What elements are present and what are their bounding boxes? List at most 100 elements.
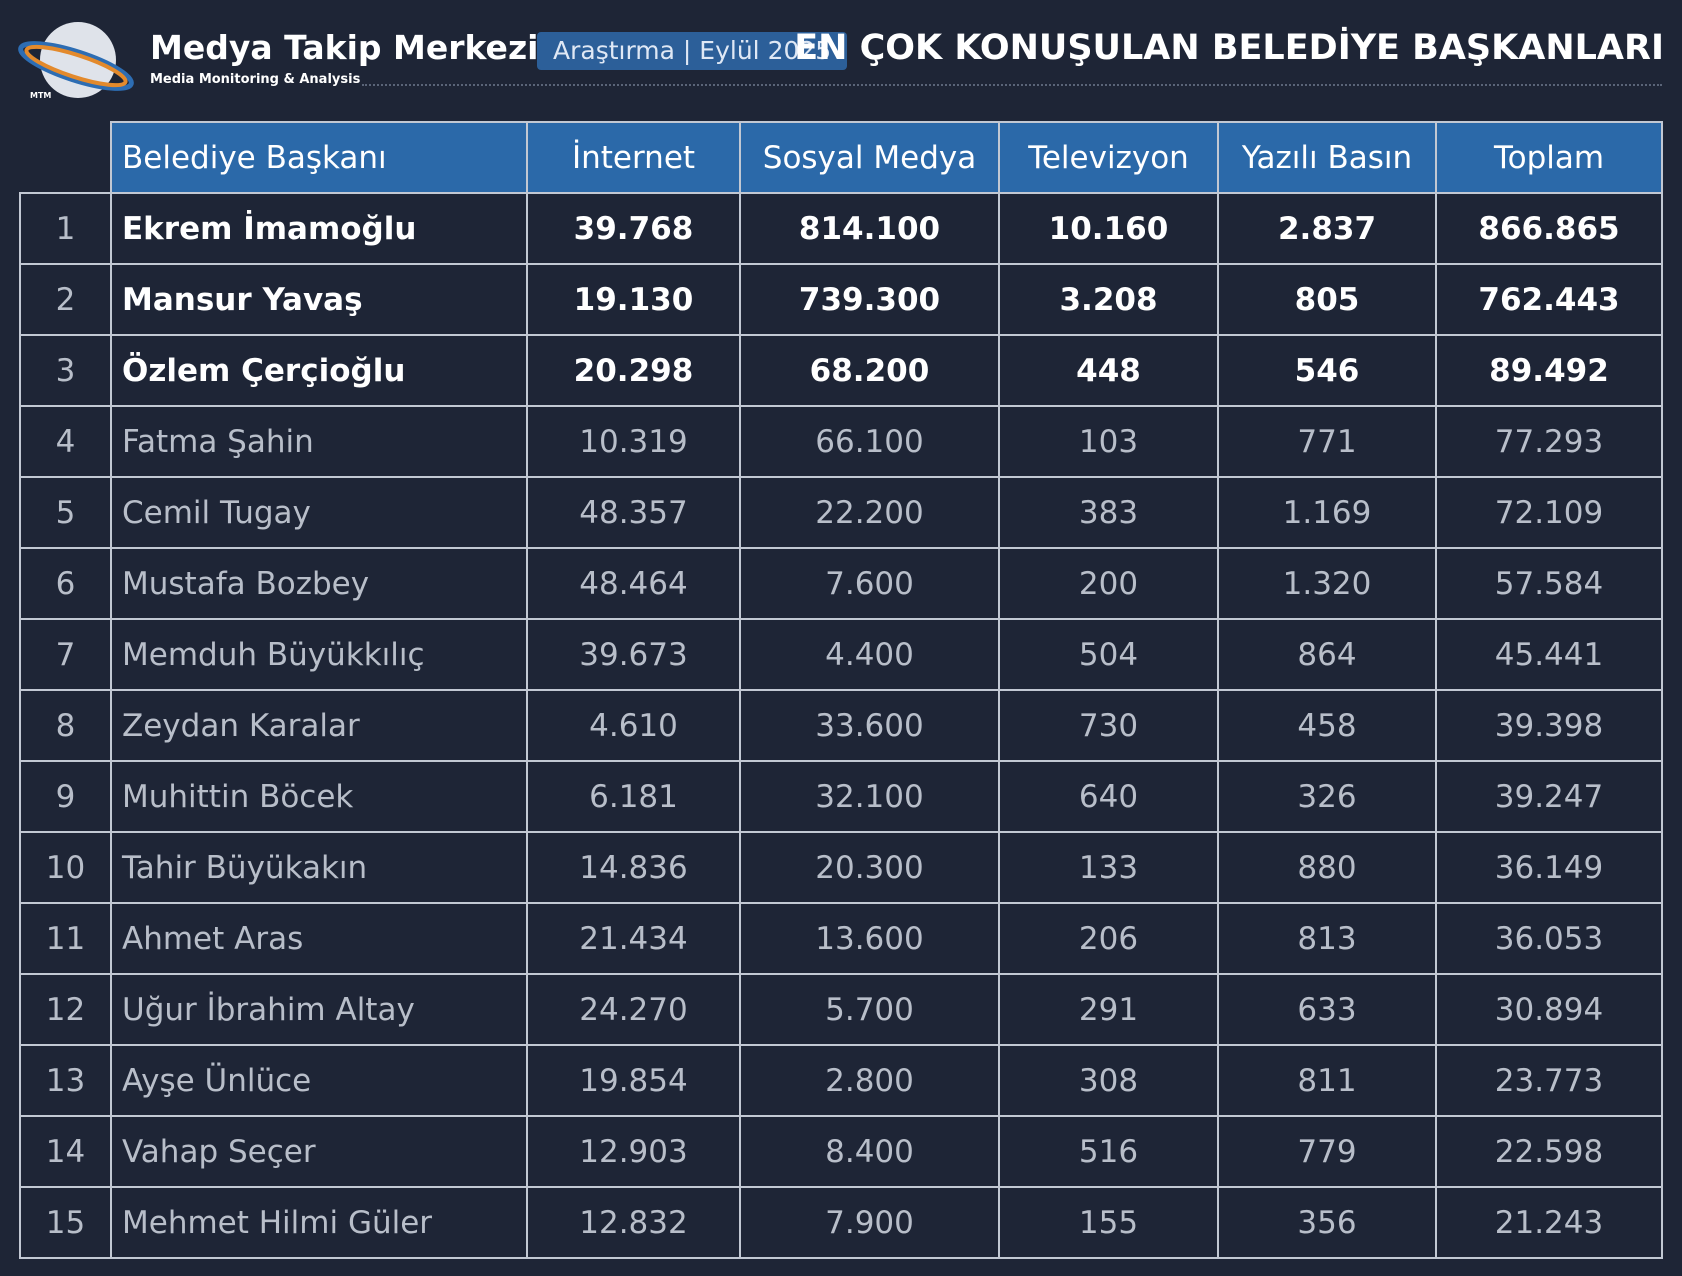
value-cell: 8.400 [739,1115,1000,1188]
value-cell: 200 [998,547,1219,620]
value-cell: 24.270 [526,973,741,1046]
rank-cell: 2 [19,263,112,336]
name-cell: Vahap Seçer [110,1115,528,1188]
value-cell: 2.800 [739,1044,1000,1117]
value-cell: 13.600 [739,902,1000,975]
table-row: 12 Uğur İbrahim Altay 24.270 5.700 291 633 30.… [19,973,1663,1046]
value-cell: 36.053 [1435,902,1663,975]
value-cell: 103 [998,405,1219,478]
value-cell: 771 [1217,405,1437,478]
value-cell: 22.598 [1435,1115,1663,1188]
header-cell [20,122,112,194]
rank-cell: 7 [19,618,112,691]
value-cell: 356 [1217,1186,1437,1259]
table-row: 13 Ayşe Ünlüce 19.854 2.800 308 811 23.773 [19,1044,1663,1117]
column-header: Belediye Başkanı [110,121,528,194]
table-row: 3 Özlem Çerçioğlu 20.298 68.200 448 546 89.492 [19,334,1663,407]
table-row: 4 Fatma Şahin 10.319 66.100 103 771 77.293 [19,405,1663,478]
value-cell: 39.398 [1435,689,1663,762]
table-row: 1 Ekrem İmamoğlu 39.768 814.100 10.160 2.837 8… [19,192,1663,265]
divider [362,84,1662,86]
rank-cell: 11 [19,902,112,975]
value-cell: 6.181 [526,760,741,833]
table-row: 9 Muhittin Böcek 6.181 32.100 640 326 39.247 [19,760,1663,833]
value-cell: 2.837 [1217,192,1437,265]
rank-cell: 6 [19,547,112,620]
table-row: 8 Zeydan Karalar 4.610 33.600 730 458 39.398 [19,689,1663,762]
value-cell: 1.320 [1217,547,1437,620]
value-cell: 308 [998,1044,1219,1117]
value-cell: 10.160 [998,192,1219,265]
value-cell: 48.464 [526,547,741,620]
table-row: 2 Mansur Yavaş 19.130 739.300 3.208 805 762.44… [19,263,1663,336]
value-cell: 458 [1217,689,1437,762]
value-cell: 739.300 [739,263,1000,336]
logo-ring [18,41,134,91]
table-row: 11 Ahmet Aras 21.434 13.600 206 813 36.053 [19,902,1663,975]
title: EN ÇOK KONUŞULAN BELEDİYE BAŞKANLARI [794,28,1664,68]
value-cell: 20.298 [526,334,741,407]
value-cell: 12.832 [526,1186,741,1259]
value-cell: 39.768 [526,192,741,265]
value-cell: 30.894 [1435,973,1663,1046]
value-cell: 10.319 [526,405,741,478]
value-cell: 21.434 [526,902,741,975]
value-cell: 3.208 [998,263,1219,336]
value-cell: 811 [1217,1044,1437,1117]
table-body: 1 Ekrem İmamoğlu 39.768 814.100 10.160 2.837 8… [19,192,1663,1259]
value-cell: 20.300 [739,831,1000,904]
rank-cell: 12 [19,973,112,1046]
column-header: Toplam [1435,121,1663,194]
value-cell: 730 [998,689,1219,762]
value-cell: 640 [998,760,1219,833]
value-cell: 4.610 [526,689,741,762]
value-cell: 39.247 [1435,760,1663,833]
name-cell: Uğur İbrahim Altay [110,973,528,1046]
value-cell: 68.200 [739,334,1000,407]
value-cell: 72.109 [1435,476,1663,549]
name-cell: Özlem Çerçioğlu [110,334,528,407]
value-cell: 4.400 [739,618,1000,691]
value-cell: 39.673 [526,618,741,691]
name-cell: Tahir Büyükakın [110,831,528,904]
rank-cell: 14 [19,1115,112,1188]
table-row: 14 Vahap Seçer 12.903 8.400 516 779 22.598 [19,1115,1663,1188]
value-cell: 779 [1217,1115,1437,1188]
value-cell: 22.200 [739,476,1000,549]
value-cell: 14.836 [526,831,741,904]
name-cell: Mustafa Bozbey [110,547,528,620]
logo-ring [24,44,128,88]
value-cell: 45.441 [1435,618,1663,691]
value-cell: 864 [1217,618,1437,691]
header-row: Belediye Başkanı İnternet Sosyal Medya Tele… [20,121,1663,194]
value-cell: 89.492 [1435,334,1663,407]
name-cell: Zeydan Karalar [110,689,528,762]
value-cell: 805 [1217,263,1437,336]
value-cell: 7.600 [739,547,1000,620]
value-cell: 516 [998,1115,1219,1188]
value-cell: 291 [998,973,1219,1046]
value-cell: 448 [998,334,1219,407]
value-cell: 19.130 [526,263,741,336]
rank-cell: 8 [19,689,112,762]
value-cell: 504 [998,618,1219,691]
name-cell: Ayşe Ünlüce [110,1044,528,1117]
table-row: 5 Cemil Tugay 48.357 22.200 383 1.169 72.109 [19,476,1663,549]
logo: MTM [18,22,134,100]
value-cell: 32.100 [739,760,1000,833]
rank-cell: 4 [19,405,112,478]
value-cell: 19.854 [526,1044,741,1117]
value-cell: 206 [998,902,1219,975]
rank-cell: 9 [19,760,112,833]
value-cell: 7.900 [739,1186,1000,1259]
name-cell: Fatma Şahin [110,405,528,478]
tagline: Media Monitoring & Analysis [150,72,361,87]
rank-cell: 3 [19,334,112,407]
brand: Medya Takip Merkezi [150,28,539,67]
value-cell: 633 [1217,973,1437,1046]
rank-cell: 15 [19,1186,112,1259]
table-row: 15 Mehmet Hilmi Güler 12.832 7.900 155 356 21.… [19,1186,1663,1259]
value-cell: 23.773 [1435,1044,1663,1117]
value-cell: 1.169 [1217,476,1437,549]
